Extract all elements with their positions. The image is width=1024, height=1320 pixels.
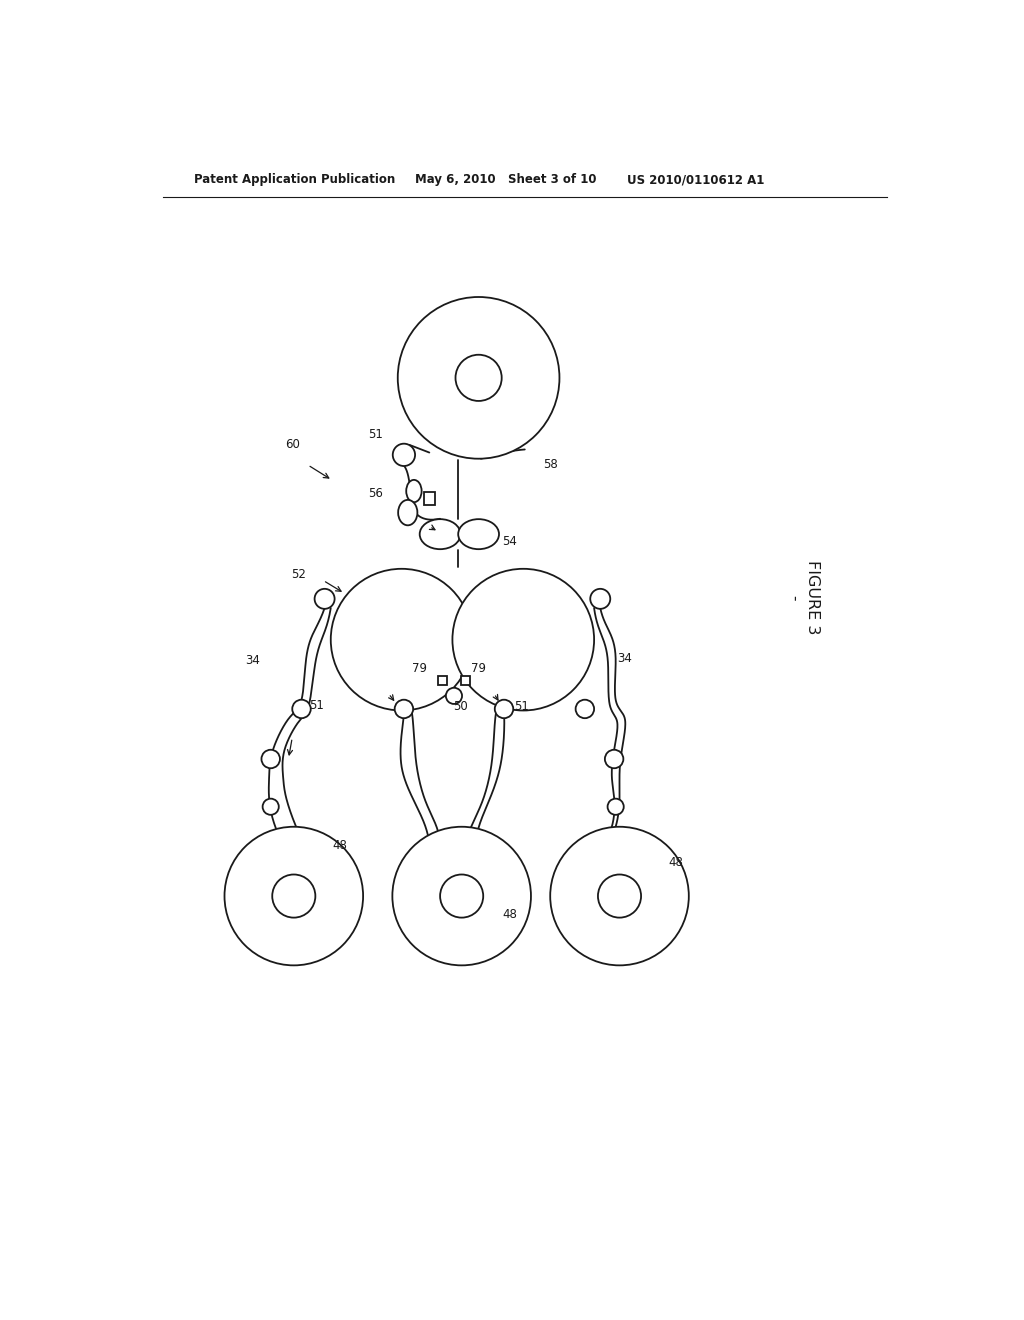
Bar <box>437 676 447 685</box>
Text: 51: 51 <box>514 700 529 713</box>
Text: US 2010/0110612 A1: US 2010/0110612 A1 <box>628 173 765 186</box>
Text: May 6, 2010   Sheet 3 of 10: May 6, 2010 Sheet 3 of 10 <box>416 173 597 186</box>
Text: 48: 48 <box>502 908 517 921</box>
Text: 34: 34 <box>245 653 260 667</box>
Text: 51: 51 <box>309 698 325 711</box>
Ellipse shape <box>398 500 418 525</box>
Ellipse shape <box>550 826 689 965</box>
Ellipse shape <box>598 875 641 917</box>
Bar <box>461 676 470 685</box>
Ellipse shape <box>407 480 422 502</box>
Ellipse shape <box>262 799 279 814</box>
Ellipse shape <box>314 589 335 609</box>
Text: 48: 48 <box>333 838 347 851</box>
Text: FIGURE 3: FIGURE 3 <box>805 560 819 635</box>
Ellipse shape <box>261 750 280 768</box>
Text: 48: 48 <box>669 857 683 870</box>
Ellipse shape <box>272 875 315 917</box>
Ellipse shape <box>607 799 624 814</box>
Text: 58: 58 <box>543 458 558 471</box>
Text: 51: 51 <box>368 428 383 441</box>
Ellipse shape <box>224 826 364 965</box>
Ellipse shape <box>393 444 415 466</box>
Text: 34: 34 <box>617 652 633 665</box>
Text: 54: 54 <box>502 536 517 548</box>
Ellipse shape <box>331 569 472 710</box>
Ellipse shape <box>445 688 462 704</box>
Ellipse shape <box>440 875 483 917</box>
Text: 60: 60 <box>285 438 300 451</box>
Text: -: - <box>786 594 802 601</box>
Ellipse shape <box>495 700 513 718</box>
Bar <box>424 492 435 506</box>
Text: 56: 56 <box>368 487 383 500</box>
Ellipse shape <box>456 355 502 401</box>
Ellipse shape <box>590 589 610 609</box>
Ellipse shape <box>420 519 461 549</box>
Text: 79: 79 <box>412 661 427 675</box>
Ellipse shape <box>397 297 559 459</box>
Ellipse shape <box>605 750 624 768</box>
Ellipse shape <box>392 826 531 965</box>
Ellipse shape <box>458 519 499 549</box>
Text: 52: 52 <box>291 568 306 581</box>
Text: 50: 50 <box>453 700 468 713</box>
Ellipse shape <box>575 700 594 718</box>
Ellipse shape <box>394 700 413 718</box>
Text: 79: 79 <box>471 661 486 675</box>
Text: Patent Application Publication: Patent Application Publication <box>194 173 395 186</box>
Ellipse shape <box>453 569 594 710</box>
Ellipse shape <box>292 700 310 718</box>
